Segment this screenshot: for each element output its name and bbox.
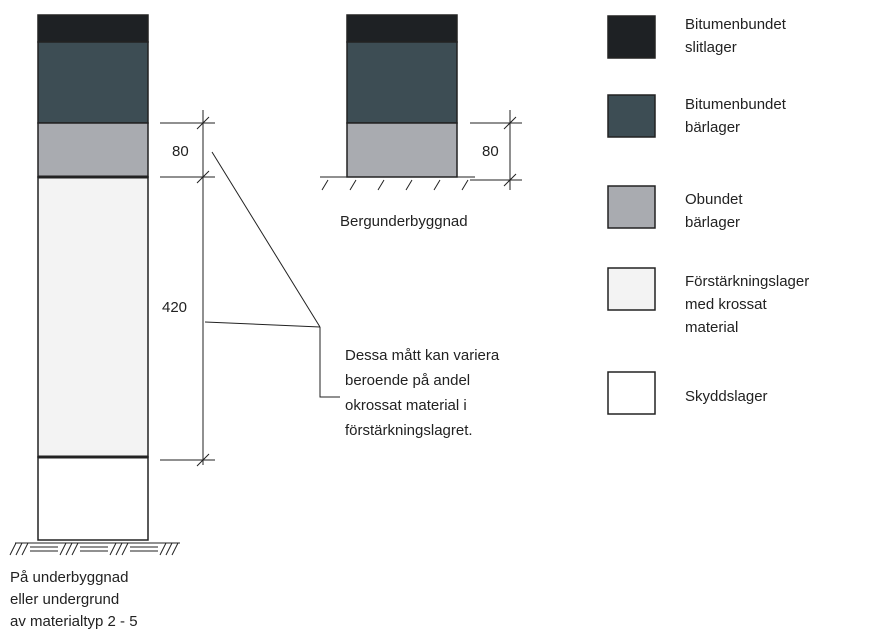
- layer: [37, 176, 149, 458]
- dimension-line: [160, 110, 215, 467]
- legend-label: bärlager: [685, 119, 740, 136]
- layer: [37, 456, 149, 541]
- note-text: okrossat material i: [345, 397, 467, 414]
- legend-label: slitlager: [685, 39, 737, 56]
- layer: [37, 14, 149, 43]
- layer: [346, 122, 458, 178]
- dim-label: 420: [162, 299, 187, 316]
- legend-swatch: [607, 267, 656, 311]
- right-column: 80 Bergunderbyggnad: [320, 14, 522, 230]
- legend-swatch: [607, 94, 656, 138]
- legend-label: bärlager: [685, 214, 740, 231]
- caption: av materialtyp 2 - 5: [10, 613, 138, 630]
- layer: [37, 41, 149, 124]
- layer: [346, 41, 458, 124]
- note-text: Dessa mått kan variera: [345, 347, 500, 364]
- legend-swatch: [607, 371, 656, 415]
- layer: [37, 122, 149, 178]
- rock-ground: [320, 176, 475, 191]
- legend-label: Bitumenbundet: [685, 16, 787, 33]
- legend-label: med krossat: [685, 296, 768, 313]
- left-column: 80 420 På underbyggnad eller undergrund av…: [9, 14, 215, 630]
- legend-swatch: [607, 15, 656, 59]
- ground-hatch: [9, 542, 180, 556]
- legend-label: Obundet: [685, 191, 743, 208]
- leader: [204, 151, 340, 398]
- dim-label: 80: [482, 143, 499, 160]
- caption: eller undergrund: [10, 591, 119, 608]
- legend-label: Förstärkningslager: [685, 273, 809, 290]
- note-text: förstärkningslagret.: [345, 422, 473, 439]
- dim-label: 80: [172, 143, 189, 160]
- note-text: beroende på andel: [345, 372, 470, 389]
- caption: På underbyggnad: [10, 569, 128, 586]
- layer: [346, 14, 458, 43]
- legend-label: Bitumenbundet: [685, 96, 787, 113]
- legend-label: material: [685, 319, 738, 336]
- legend-label: Skyddslager: [685, 388, 768, 405]
- caption: Bergunderbyggnad: [340, 213, 468, 230]
- dimension-line: [470, 110, 522, 190]
- legend-swatch: [607, 185, 656, 229]
